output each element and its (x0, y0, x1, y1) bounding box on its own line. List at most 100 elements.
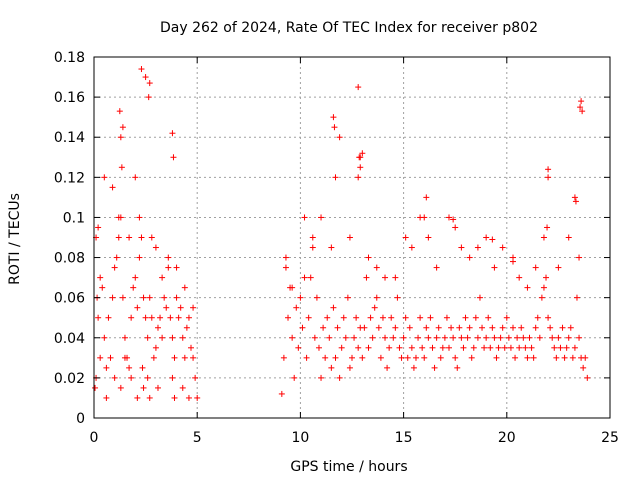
data-point (349, 354, 355, 361)
data-point (443, 314, 450, 321)
data-point (152, 344, 159, 351)
data-point (545, 174, 552, 181)
data-point (551, 344, 558, 351)
data-point (117, 384, 124, 391)
data-point (462, 314, 469, 321)
data-point (572, 198, 579, 205)
data-point (328, 244, 335, 251)
data-point (132, 274, 139, 281)
x-tick-label: 10 (291, 430, 309, 446)
y-tick-label: 0.14 (54, 130, 85, 146)
data-point (140, 384, 147, 391)
data-point (111, 374, 118, 381)
data-point (458, 334, 465, 341)
data-point (95, 224, 102, 231)
data-point (563, 344, 570, 351)
data-point (493, 354, 500, 361)
data-point (181, 284, 188, 291)
x-axis-title: GPS time / hours (290, 459, 407, 475)
data-point (171, 354, 178, 361)
data-point (532, 324, 539, 331)
data-point (109, 184, 116, 191)
data-point (119, 294, 126, 301)
x-tick-label: 25 (601, 430, 619, 446)
data-point (338, 344, 345, 351)
data-point (497, 334, 504, 341)
data-point (134, 304, 141, 311)
x-tick-label: 20 (498, 430, 516, 446)
data-point (322, 354, 329, 361)
data-point (425, 334, 432, 341)
y-tick-label: 0.12 (54, 170, 85, 186)
data-point (579, 108, 586, 115)
data-point (297, 294, 304, 301)
data-point (289, 284, 296, 291)
data-point (318, 214, 325, 221)
data-point (355, 84, 362, 91)
data-point (367, 314, 374, 321)
data-point (163, 304, 170, 311)
data-point (152, 244, 159, 251)
data-point (565, 334, 572, 341)
data-point (441, 334, 448, 341)
data-point (377, 354, 384, 361)
y-tick-label: 0.02 (54, 371, 85, 387)
data-point (113, 254, 120, 261)
data-point (452, 354, 459, 361)
axis-ticks: 0 5 10 15 20 25 0 0.02 0.04 0.06 0.08 0.1 0.12 0.14 0.… (54, 50, 619, 446)
data-point (307, 274, 314, 281)
data-point (330, 114, 337, 121)
data-point (278, 390, 285, 397)
data-point (398, 354, 405, 361)
data-point (400, 334, 407, 341)
data-point (331, 124, 338, 131)
data-point (138, 234, 145, 241)
data-point (472, 314, 479, 321)
data-point (128, 314, 135, 321)
data-point (107, 354, 114, 361)
data-point (309, 244, 316, 251)
data-point (336, 134, 343, 141)
data-point (565, 234, 572, 241)
data-point (179, 384, 186, 391)
data-point (412, 354, 419, 361)
data-point (313, 294, 320, 301)
data-point (576, 334, 583, 341)
data-point (320, 324, 327, 331)
data-point (415, 334, 422, 341)
y-tick-label: 0.16 (54, 90, 85, 106)
data-point (483, 234, 490, 241)
data-point (145, 94, 152, 101)
data-point (402, 234, 409, 241)
data-point (332, 354, 339, 361)
data-point (179, 334, 186, 341)
data-point (103, 394, 110, 401)
data-point (185, 314, 192, 321)
data-point (185, 394, 192, 401)
data-point (534, 314, 541, 321)
data-point (571, 344, 578, 351)
data-point (466, 254, 473, 261)
data-point (423, 324, 430, 331)
data-point (584, 374, 591, 381)
x-tick-label: 0 (90, 430, 99, 446)
data-point (452, 224, 459, 231)
data-point (408, 244, 415, 251)
data-point (580, 364, 587, 371)
data-point (140, 294, 147, 301)
data-point (115, 234, 122, 241)
chart-title: Day 262 of 2024, Rate Of TEC Index for r… (160, 20, 538, 36)
data-point (499, 324, 506, 331)
y-tick-label: 0 (76, 411, 85, 427)
data-point (460, 344, 467, 351)
data-point (577, 104, 584, 111)
data-point (369, 334, 376, 341)
data-point (194, 394, 201, 401)
data-point (487, 344, 494, 351)
data-point (285, 314, 292, 321)
data-point (92, 384, 99, 391)
data-point (365, 254, 372, 261)
data-point (446, 344, 453, 351)
data-point (576, 254, 583, 261)
data-point (346, 234, 353, 241)
